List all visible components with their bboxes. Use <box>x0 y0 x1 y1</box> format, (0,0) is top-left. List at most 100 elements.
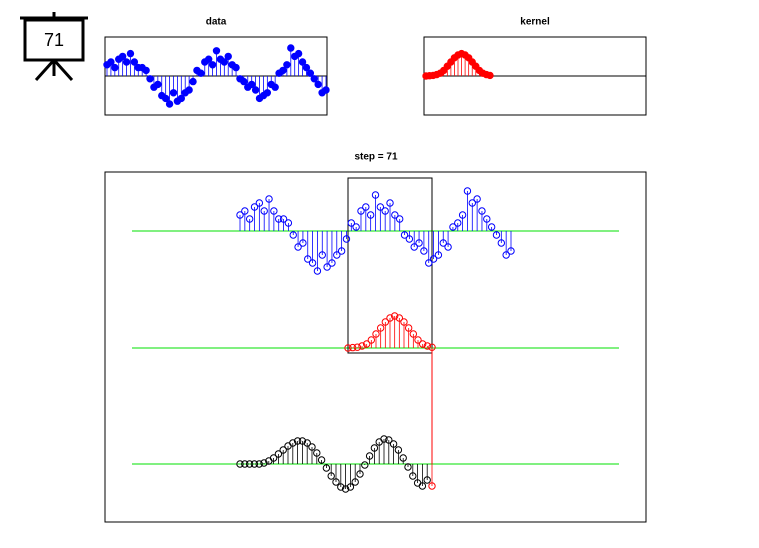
stem-marker <box>347 219 356 227</box>
stem-marker <box>386 199 394 207</box>
stem-marker <box>308 259 317 267</box>
stem-marker <box>418 482 427 490</box>
stem-marker <box>142 66 150 75</box>
stem-marker <box>423 476 431 484</box>
stem-marker <box>126 49 135 58</box>
kernel-window <box>347 177 433 354</box>
stem-marker <box>317 456 326 464</box>
stem-marker <box>241 207 249 215</box>
stem-marker <box>313 267 322 275</box>
stem-marker <box>356 470 364 478</box>
stem-marker <box>428 482 436 490</box>
stem-marker <box>255 199 264 207</box>
stem-marker <box>404 324 413 332</box>
stem-marker <box>381 318 390 326</box>
stem-marker <box>304 255 312 263</box>
stem-marker <box>371 191 380 199</box>
stem-marker <box>185 86 193 94</box>
stem-marker <box>358 342 366 350</box>
stem-marker <box>154 80 162 89</box>
stem-marker <box>294 49 303 58</box>
stem-marker <box>279 215 288 223</box>
stem-marker <box>240 77 248 86</box>
stem-marker <box>478 207 486 215</box>
stem-marker <box>394 446 403 454</box>
stem-marker <box>473 195 481 203</box>
stem-marker <box>386 314 394 322</box>
stem-marker <box>333 251 341 259</box>
data-title: data <box>206 17 227 28</box>
stem-marker <box>434 251 443 259</box>
stem-marker <box>306 69 315 77</box>
stem-marker <box>344 344 352 352</box>
stem-marker <box>314 80 322 89</box>
main-panel <box>104 171 647 523</box>
stem-marker <box>409 472 417 480</box>
stem-marker <box>439 239 447 247</box>
main-title: step = 71 <box>354 152 398 163</box>
stem-marker <box>361 461 369 469</box>
stem-marker <box>362 203 370 211</box>
stem-marker <box>497 239 506 247</box>
stem-marker <box>395 215 404 223</box>
stem-marker <box>263 89 272 97</box>
stem-marker <box>107 58 115 66</box>
stem-marker <box>271 83 279 91</box>
stem-marker <box>372 330 380 338</box>
kernel-title: kernel <box>520 17 550 28</box>
stem-marker <box>492 231 501 239</box>
stem-marker <box>444 243 452 251</box>
stem-marker <box>404 463 412 471</box>
stem-marker <box>122 58 131 66</box>
stem-marker <box>302 63 311 72</box>
stem-marker <box>146 75 154 83</box>
stem-marker <box>420 247 428 255</box>
stem-marker <box>241 460 249 468</box>
stem-marker <box>380 435 388 443</box>
stem-marker <box>251 86 260 94</box>
stem-marker <box>342 235 351 243</box>
stem-marker <box>279 66 287 75</box>
stem-marker <box>348 343 357 352</box>
stem-marker <box>318 251 326 259</box>
stem-marker <box>322 86 330 94</box>
stem-marker <box>298 437 307 445</box>
stem-marker <box>236 211 244 219</box>
stem-marker <box>399 454 407 462</box>
stem-marker <box>265 195 273 203</box>
stem-marker <box>376 203 385 211</box>
stem-marker <box>270 207 278 215</box>
stem-marker <box>385 436 393 444</box>
stem-marker <box>391 211 399 219</box>
stem-marker <box>247 80 256 89</box>
stem-marker <box>370 444 379 452</box>
stem-marker <box>487 223 496 231</box>
stem-marker <box>376 324 385 332</box>
stem-marker <box>337 483 345 491</box>
stem-marker <box>390 312 399 320</box>
stem-marker <box>429 255 438 263</box>
stem-marker <box>260 459 268 467</box>
stem-marker <box>293 437 302 445</box>
stem-marker <box>260 207 268 215</box>
stem-marker <box>208 61 217 69</box>
stem-marker <box>111 63 119 72</box>
stem-marker <box>169 89 178 97</box>
stem-marker <box>323 263 331 271</box>
stem-marker <box>418 340 427 348</box>
stem-marker <box>449 223 457 231</box>
stem-marker <box>255 460 263 468</box>
stem-marker <box>454 219 462 227</box>
stem-marker <box>409 330 418 338</box>
stem-marker <box>250 203 259 211</box>
stem-marker <box>298 58 307 66</box>
stem-marker <box>328 259 336 267</box>
stem-marker <box>423 342 432 350</box>
stem-marker <box>483 215 491 223</box>
stem-marker <box>502 251 510 259</box>
stem-marker <box>204 55 213 63</box>
stem-marker <box>289 439 297 447</box>
stem-marker <box>410 243 418 251</box>
presentation-icon <box>20 12 88 82</box>
stem-marker <box>414 336 422 344</box>
